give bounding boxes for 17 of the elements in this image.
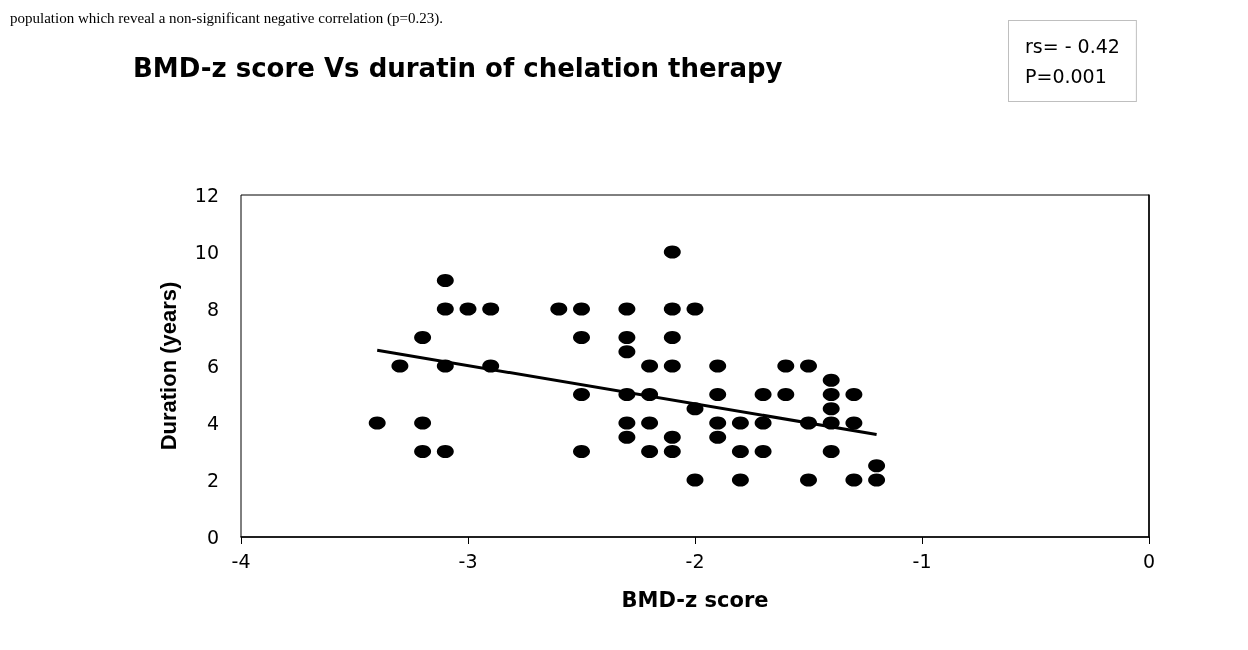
y-tick-label: 2	[206, 469, 219, 491]
chart-title: BMD-z score Vs duratin of chelation therapy	[133, 53, 783, 83]
x-tick-label: -2	[685, 549, 705, 572]
text: population which reveal a non-significant negative correlation (p=0.23).	[10, 9, 443, 27]
y-tick-label: 6	[206, 355, 219, 377]
y-tick-label: 8	[206, 298, 219, 320]
y-tick-label: 10	[194, 241, 219, 263]
x-tick-label: -4	[231, 549, 251, 572]
x-tick-label: 0	[1142, 549, 1156, 572]
x-tick-label: -1	[912, 549, 932, 572]
y-axis-title: Duration (years)	[155, 281, 181, 451]
y-tick-label: 0	[206, 526, 219, 548]
x-axis-title: BMD-z score	[621, 587, 769, 612]
x-tick-label: -3	[458, 549, 478, 572]
y-tick-label: 12	[194, 184, 219, 206]
text: rs= - 0.42 P=0.001	[1025, 35, 1120, 87]
y-tick-label: 4	[206, 412, 219, 434]
